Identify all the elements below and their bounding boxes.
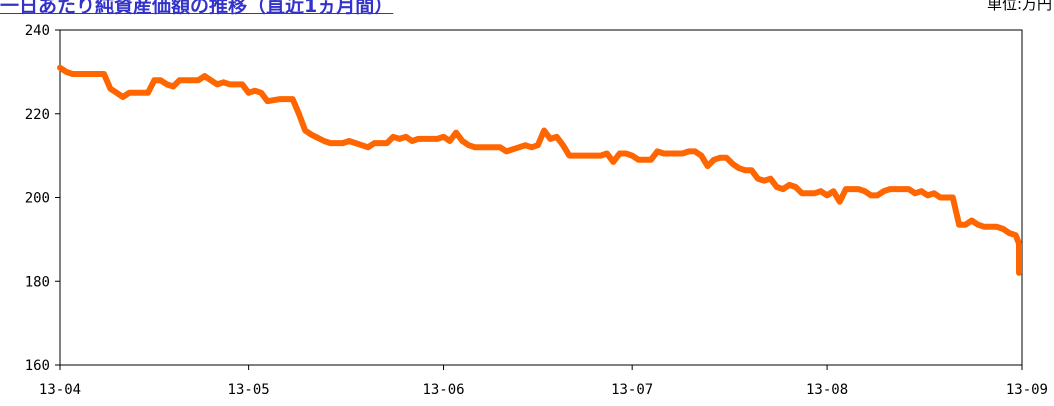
chart-title: 一日あたり純資産価額の推移（直近1ヵ月間） [0,0,394,17]
x-tick-label: 13-06 [422,382,464,398]
x-tick-label: 13-04 [39,382,81,398]
x-tick-label: 13-08 [806,382,848,398]
series-line [57,64,1022,276]
x-tick-label: 13-05 [228,382,270,398]
y-tick-label: 220 [25,107,50,123]
y-tick-label: 240 [25,23,50,39]
y-tick-label: 160 [25,358,50,374]
y-tick-label: 200 [25,191,50,207]
y-tick-label: 180 [25,274,50,290]
y-axis: 160 180 200 220 240 [25,23,60,374]
x-axis: 13-04 13-05 13-06 13-07 13-08 13-09 [39,365,1048,398]
x-tick-label: 13-09 [1006,382,1048,398]
unit-label: 単位:万円 [986,0,1052,13]
x-tick-label: 13-07 [611,382,653,398]
